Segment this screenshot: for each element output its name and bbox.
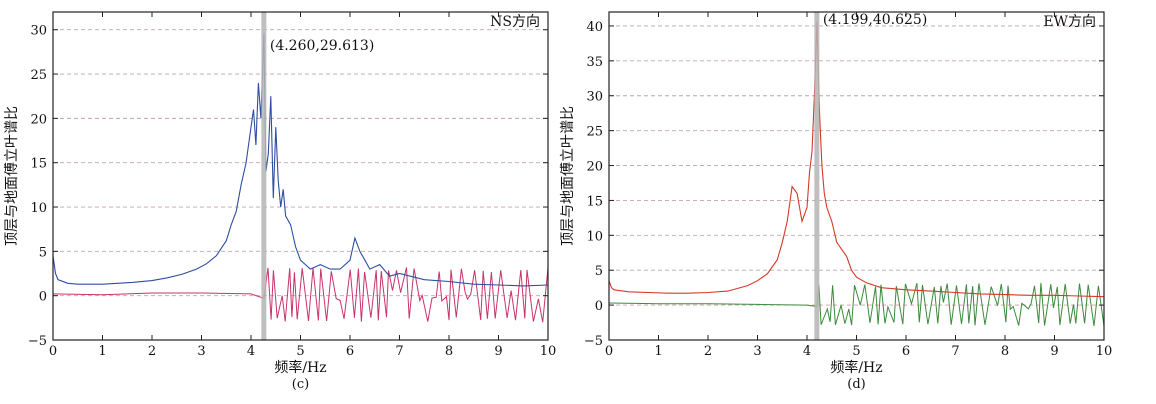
y-tick-label: 20 bbox=[30, 112, 47, 127]
grid-lines bbox=[609, 25, 1104, 306]
x-tick-label: 5 bbox=[296, 344, 304, 359]
peak-annotation: (4.199,40.625) bbox=[823, 12, 927, 28]
y-tick-label: 5 bbox=[39, 245, 47, 260]
x-tick-label: 4 bbox=[803, 344, 811, 359]
peak-annotation: (4.260,29.613) bbox=[270, 38, 374, 54]
y-tick-label: 5 bbox=[595, 264, 603, 279]
x-tick-label: 8 bbox=[1001, 344, 1009, 359]
x-tick-label: 1 bbox=[654, 344, 662, 359]
y-tick-label: −5 bbox=[584, 334, 603, 349]
x-tick-label: 0 bbox=[605, 344, 613, 359]
y-tick-label: 20 bbox=[586, 160, 603, 175]
phase-series-line bbox=[608, 282, 1105, 327]
x-tick-label: 10 bbox=[1096, 344, 1113, 359]
x-axis-label: 频率/Hz bbox=[830, 359, 882, 376]
y-tick-label: 35 bbox=[586, 55, 603, 70]
x-tick-label: 10 bbox=[540, 344, 557, 359]
y-axis-label: 顶层与地面傅立叶谱比 bbox=[4, 106, 20, 246]
y-tick-label: 25 bbox=[30, 68, 47, 83]
x-tick-label: 4 bbox=[247, 344, 255, 359]
x-tick-label: 9 bbox=[494, 344, 502, 359]
direction-label: NS方向 bbox=[490, 14, 540, 30]
direction-label: EW方向 bbox=[1043, 14, 1096, 30]
x-tick-label: 7 bbox=[395, 344, 403, 359]
x-tick-label: 1 bbox=[98, 344, 106, 359]
x-axis-ticks: 0 1 2 3 4 5 6 7 8 9 10 bbox=[49, 12, 556, 359]
x-tick-label: 6 bbox=[902, 344, 910, 359]
x-tick-label: 5 bbox=[852, 344, 860, 359]
x-tick-label: 3 bbox=[753, 344, 761, 359]
x-tick-label: 7 bbox=[951, 344, 959, 359]
x-tick-label: 6 bbox=[346, 344, 354, 359]
x-tick-label: 0 bbox=[49, 344, 57, 359]
y-tick-label: 25 bbox=[586, 125, 603, 140]
x-tick-label: 8 bbox=[445, 344, 453, 359]
y-tick-label: 15 bbox=[586, 194, 603, 209]
x-axis-label: 频率/Hz bbox=[274, 359, 326, 376]
x-tick-label: 2 bbox=[704, 344, 712, 359]
y-tick-label: 0 bbox=[39, 290, 47, 305]
y-axis-ticks: −5 0 5 10 15 20 25 30 35 40 bbox=[584, 20, 1104, 349]
y-axis-label: 顶层与地面傅立叶谱比 bbox=[560, 106, 576, 246]
grid-lines bbox=[53, 29, 548, 297]
y-tick-label: 30 bbox=[30, 24, 47, 39]
plot-frame bbox=[52, 11, 549, 341]
spectral-ratio-series-line bbox=[52, 33, 549, 287]
y-tick-label: −5 bbox=[28, 334, 47, 349]
x-tick-label: 3 bbox=[197, 344, 205, 359]
y-tick-label: 30 bbox=[586, 90, 603, 105]
panel-subtitle: (c) bbox=[292, 377, 309, 392]
y-tick-label: 10 bbox=[30, 201, 47, 216]
y-tick-label: 0 bbox=[595, 299, 603, 314]
panel-subtitle: (d) bbox=[847, 377, 865, 392]
phase-series-line bbox=[52, 267, 549, 323]
y-tick-label: 15 bbox=[30, 157, 47, 172]
y-tick-label: 40 bbox=[586, 20, 603, 35]
x-tick-label: 9 bbox=[1050, 344, 1058, 359]
x-axis-ticks: 0 1 2 3 4 5 6 7 8 9 10 bbox=[605, 12, 1112, 359]
spectral-ratio-series-line bbox=[608, 21, 1105, 298]
y-axis-ticks: −5 0 5 10 15 20 25 30 bbox=[28, 24, 548, 349]
y-tick-label: 10 bbox=[586, 229, 603, 244]
x-tick-label: 2 bbox=[148, 344, 156, 359]
